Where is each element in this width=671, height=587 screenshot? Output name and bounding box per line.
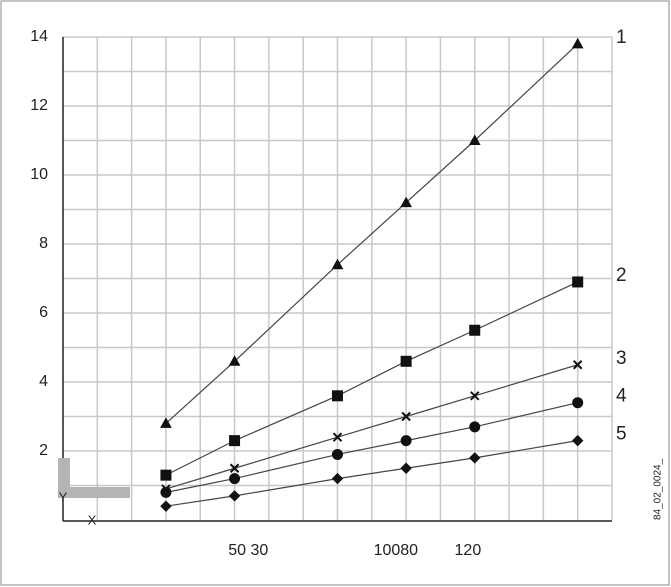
series-label: 4 <box>616 386 627 407</box>
marker <box>229 435 241 447</box>
y-tick-label: 8 <box>39 235 48 252</box>
marker <box>572 360 583 370</box>
series-label: 3 <box>616 348 627 369</box>
marker <box>572 397 584 409</box>
corner-icon-shape <box>58 458 130 498</box>
y-tick-label: 6 <box>39 304 48 321</box>
marker <box>400 462 412 474</box>
series-label: 1 <box>616 27 627 48</box>
marker <box>332 448 343 460</box>
marker <box>401 411 411 422</box>
series-label: 2 <box>616 265 627 286</box>
series-line <box>165 440 578 507</box>
marker <box>160 500 172 512</box>
marker <box>400 435 412 447</box>
grid <box>62 36 613 522</box>
marker <box>229 473 241 485</box>
marker <box>228 490 241 502</box>
y-tick-label: 12 <box>30 97 48 114</box>
corner-y-label: Y <box>59 489 68 504</box>
y-tick-label: 2 <box>39 442 48 459</box>
marker <box>470 391 480 401</box>
y-tick-label: 10 <box>30 166 48 183</box>
marker <box>571 37 584 49</box>
x-tick-label: 120 <box>455 542 482 559</box>
marker <box>400 355 412 367</box>
figure-id: 84_02_0024_ <box>653 458 664 520</box>
corner-icon: Y X <box>58 458 130 527</box>
marker <box>468 134 481 145</box>
corner-x-label: X <box>88 512 97 527</box>
series-label: 5 <box>616 424 627 445</box>
marker <box>228 355 241 366</box>
y-tick-label: 4 <box>39 373 48 390</box>
marker <box>469 452 481 464</box>
marker <box>331 258 344 270</box>
marker <box>571 434 584 447</box>
marker <box>469 324 481 336</box>
marker <box>400 196 412 208</box>
marker <box>572 276 584 288</box>
marker <box>160 469 172 481</box>
series-line <box>165 281 578 476</box>
marker <box>229 463 240 473</box>
marker <box>332 432 343 442</box>
marker <box>332 390 343 402</box>
marker <box>160 417 172 428</box>
series-line <box>165 43 579 424</box>
x-tick-label: 10080 <box>374 542 419 559</box>
marker <box>160 486 172 498</box>
marker <box>469 421 481 433</box>
series-line <box>165 402 578 493</box>
x-tick-label: 50 30 <box>228 542 268 559</box>
y-tick-label: 14 <box>30 28 48 45</box>
series-line <box>165 364 578 490</box>
marker <box>331 472 344 485</box>
